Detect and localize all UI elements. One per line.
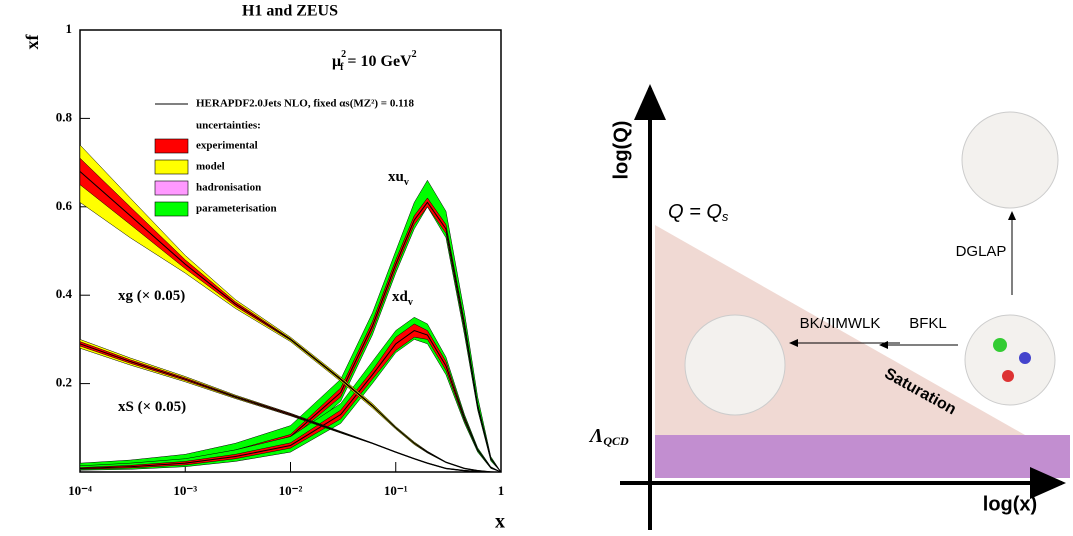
- parton: [1019, 352, 1031, 364]
- x-axis-label: x: [495, 511, 505, 533]
- y-axis-label: xf: [22, 34, 42, 50]
- series-label: xdv: [392, 289, 413, 308]
- lambda-sub: QCD: [603, 434, 629, 448]
- sup: 2: [412, 49, 417, 60]
- name: xS (× 0.05): [118, 399, 186, 415]
- legend-label: model: [196, 161, 225, 173]
- legend-swatch: [154, 159, 189, 175]
- name: xd: [392, 289, 409, 305]
- confinement-band: [655, 435, 1070, 478]
- name: xu: [388, 169, 404, 185]
- series-label: xuv: [388, 169, 409, 188]
- legend-swatch: [154, 138, 189, 154]
- y-tick-label: 0.4: [56, 286, 73, 301]
- legend-swatch: [154, 201, 189, 217]
- lambda-sym: Λ: [588, 425, 603, 447]
- bfkl: BFKL: [909, 315, 947, 332]
- y-tick-label: 0.8: [56, 109, 73, 124]
- bk: BK/JIMWLK: [800, 315, 881, 332]
- x-axis-label: log(x): [983, 493, 1037, 515]
- x-tick-label: 10⁻³: [173, 483, 197, 498]
- y-tick-label: 1: [66, 21, 73, 36]
- central-line: [79, 343, 501, 473]
- annotation: μ2 f = 10 GeV2: [332, 49, 417, 73]
- series-label: xg (× 0.05): [118, 288, 185, 304]
- lambda: ΛQCD: [588, 425, 629, 448]
- proton: [964, 314, 1056, 406]
- total-band: [79, 144, 502, 473]
- x-tick-label: 1: [498, 483, 505, 498]
- q: Q = Q: [668, 201, 722, 223]
- parton: [1002, 370, 1014, 382]
- central-line: [79, 171, 501, 473]
- parton: [993, 338, 1007, 352]
- legend-text: HERAPDF2.0Jets NLO, fixed αs(MZ²) = 0.11…: [196, 98, 414, 110]
- mu: μ: [332, 53, 341, 70]
- legend-label: parameterisation: [196, 203, 277, 215]
- legend-label: experimental: [196, 140, 258, 152]
- sub: v: [404, 177, 409, 188]
- sub: f: [340, 62, 344, 73]
- series-label: xS (× 0.05): [118, 399, 186, 415]
- legend-swatch: [154, 180, 189, 196]
- y-axis-label: log(Q): [610, 121, 632, 180]
- dense-proton: [684, 314, 786, 416]
- text: = 10 GeV: [343, 53, 412, 70]
- sup: 2: [341, 49, 346, 60]
- legend-label: hadronisation: [196, 182, 261, 194]
- q-eq: Q = Qs: [668, 201, 729, 224]
- sub: v: [408, 297, 413, 308]
- x-tick-label: 10⁻¹: [384, 483, 408, 498]
- y-tick-label: 0.6: [56, 198, 73, 213]
- x-tick-label: 10⁻²: [279, 483, 303, 498]
- q-sub: s: [722, 209, 729, 224]
- dglap: DGLAP: [956, 243, 1007, 260]
- x-tick-label: 10⁻⁴: [68, 483, 92, 498]
- name: xg (× 0.05): [118, 288, 185, 304]
- y-tick-label: 0.2: [56, 375, 72, 390]
- diagram: log(Q) log(x) Q = Qs ΛQCD DGLAP BK/JIMWL…: [588, 84, 1070, 530]
- chart: H1 and ZEUS xf x μ2 f = 10 GeV2 10⁻⁴ 10⁻³ 1…: [22, 3, 505, 533]
- central-line: [79, 330, 502, 473]
- chart-title: H1 and ZEUS: [242, 3, 338, 20]
- legend-heading: uncertainties:: [196, 120, 261, 132]
- dilute-proton: [961, 111, 1059, 209]
